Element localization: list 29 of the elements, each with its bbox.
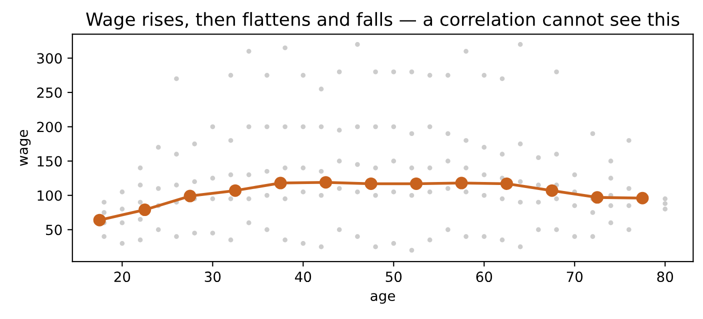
point [590,191,604,204]
x-tick-label: 40 [294,272,312,282]
point [184,190,196,202]
x-tick-label: 70 [566,272,583,282]
y-tick-label: 200 [37,122,62,132]
point [364,177,378,190]
point [636,192,649,204]
y-tick-label: 50 [46,224,62,236]
point [229,184,242,197]
point [274,176,287,190]
x-tick-label: 80 [657,272,674,282]
point [410,177,423,190]
y-axis-title: wage [20,130,31,166]
x-axis-title: age [370,293,395,304]
x-tick-label: 60 [476,272,492,282]
y-tick-label: 250 [37,87,62,98]
x-tick-label: 50 [386,272,402,282]
point [455,176,468,190]
y-tick-label: 150 [38,156,62,167]
point [500,177,514,190]
point [320,176,332,189]
x-tick-label: 20 [114,272,130,282]
point [93,214,106,226]
chart-title: Wage rises, then flattens and falls — a correlation cannot see this [86,12,680,30]
point [138,204,152,216]
point [546,184,558,197]
x-tick-label: 30 [204,272,221,282]
y-tick-label: 100 [38,190,62,201]
y-tick-label: 300 [37,53,62,64]
